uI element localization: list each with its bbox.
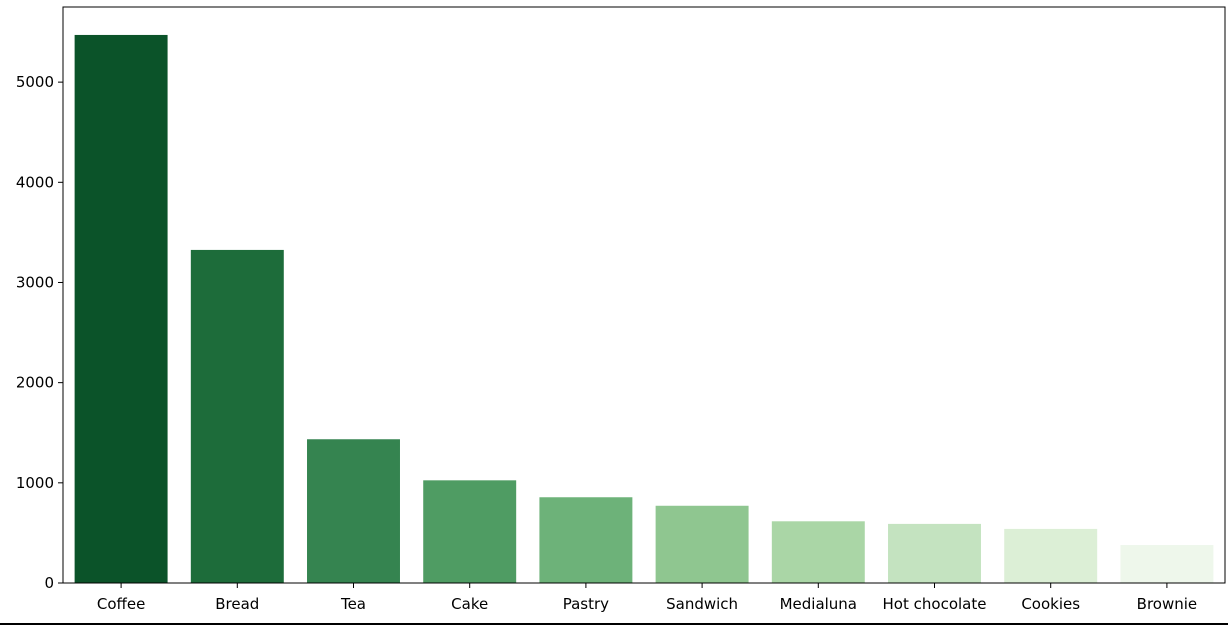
bar-coffee	[74, 34, 168, 583]
x-tick-label: Cookies	[1021, 595, 1080, 613]
bar-bread	[190, 249, 284, 583]
bar-sandwich	[655, 505, 749, 583]
x-tick-label: Medialuna	[780, 595, 857, 613]
bar-medialuna	[771, 521, 865, 583]
x-tick-label: Pastry	[563, 595, 609, 613]
x-tick-label: Bread	[215, 595, 259, 613]
y-tick-label: 1000	[16, 474, 54, 492]
bar-pastry	[539, 497, 633, 583]
bar-tea	[307, 439, 400, 583]
bar-cake	[423, 480, 517, 583]
bar-hot-chocolate	[888, 523, 981, 583]
x-tick-label: Cake	[451, 595, 488, 613]
y-tick-label: 5000	[16, 73, 54, 91]
y-tick-label: 4000	[16, 173, 54, 191]
y-axis: 0 1000 2000 3000 4000 5000	[16, 73, 63, 592]
x-axis: Coffee Bread Tea Cake Pastry Sandwich Medialun…	[97, 583, 1197, 613]
y-tick-label: 3000	[16, 273, 54, 291]
x-tick-label: Coffee	[97, 595, 145, 613]
bar-brownie	[1120, 545, 1214, 583]
y-tick-label: 0	[44, 574, 54, 592]
x-tick-label: Hot chocolate	[883, 595, 987, 613]
plot-frame	[62, 6, 1226, 584]
y-tick-label: 2000	[16, 374, 54, 392]
x-tick-label: Sandwich	[666, 595, 738, 613]
bars-group	[74, 34, 1214, 583]
x-tick-label: Brownie	[1137, 595, 1197, 613]
bar-cookies	[1004, 528, 1098, 583]
x-tick-label: Tea	[340, 595, 366, 613]
